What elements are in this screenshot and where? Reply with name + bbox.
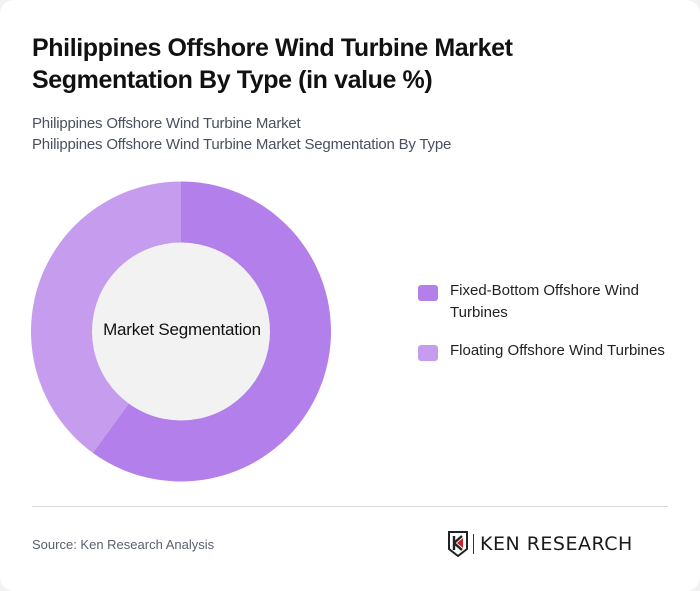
subtitle-line-1: Philippines Offshore Wind Turbine Market — [32, 115, 301, 132]
legend-label: Fixed-Bottom Offshore Wind Turbines — [450, 282, 639, 321]
legend-label: Floating Offshore Wind Turbines — [450, 342, 665, 359]
subtitle-line-2: Philippines Offshore Wind Turbine Market… — [32, 136, 452, 153]
legend-swatch-fixed-bottom — [418, 285, 438, 301]
legend: Fixed-Bottom Offshore Wind Turbines Floa… — [418, 280, 688, 378]
footer-divider — [32, 506, 668, 507]
donut-hole — [92, 242, 270, 421]
legend-item-fixed-bottom[interactable]: Fixed-Bottom Offshore Wind Turbines — [418, 280, 688, 324]
donut-center-label: Market Segmentation — [103, 320, 261, 339]
source-text: Source: Ken Research Analysis — [32, 537, 215, 552]
ken-logo-icon — [448, 531, 468, 557]
legend-swatch-floating — [418, 345, 438, 361]
chart-subtitle: Philippines Offshore Wind Turbine Market… — [32, 113, 451, 155]
donut-chart — [31, 181, 332, 482]
ken-research-logo: KEN RESEARCH — [447, 530, 633, 558]
legend-item-floating[interactable]: Floating Offshore Wind Turbines — [418, 340, 688, 362]
logo-separator — [473, 534, 474, 554]
logo-text: KEN RESEARCH — [480, 533, 633, 555]
chart-title: Philippines Offshore Wind Turbine Market… — [32, 34, 513, 94]
